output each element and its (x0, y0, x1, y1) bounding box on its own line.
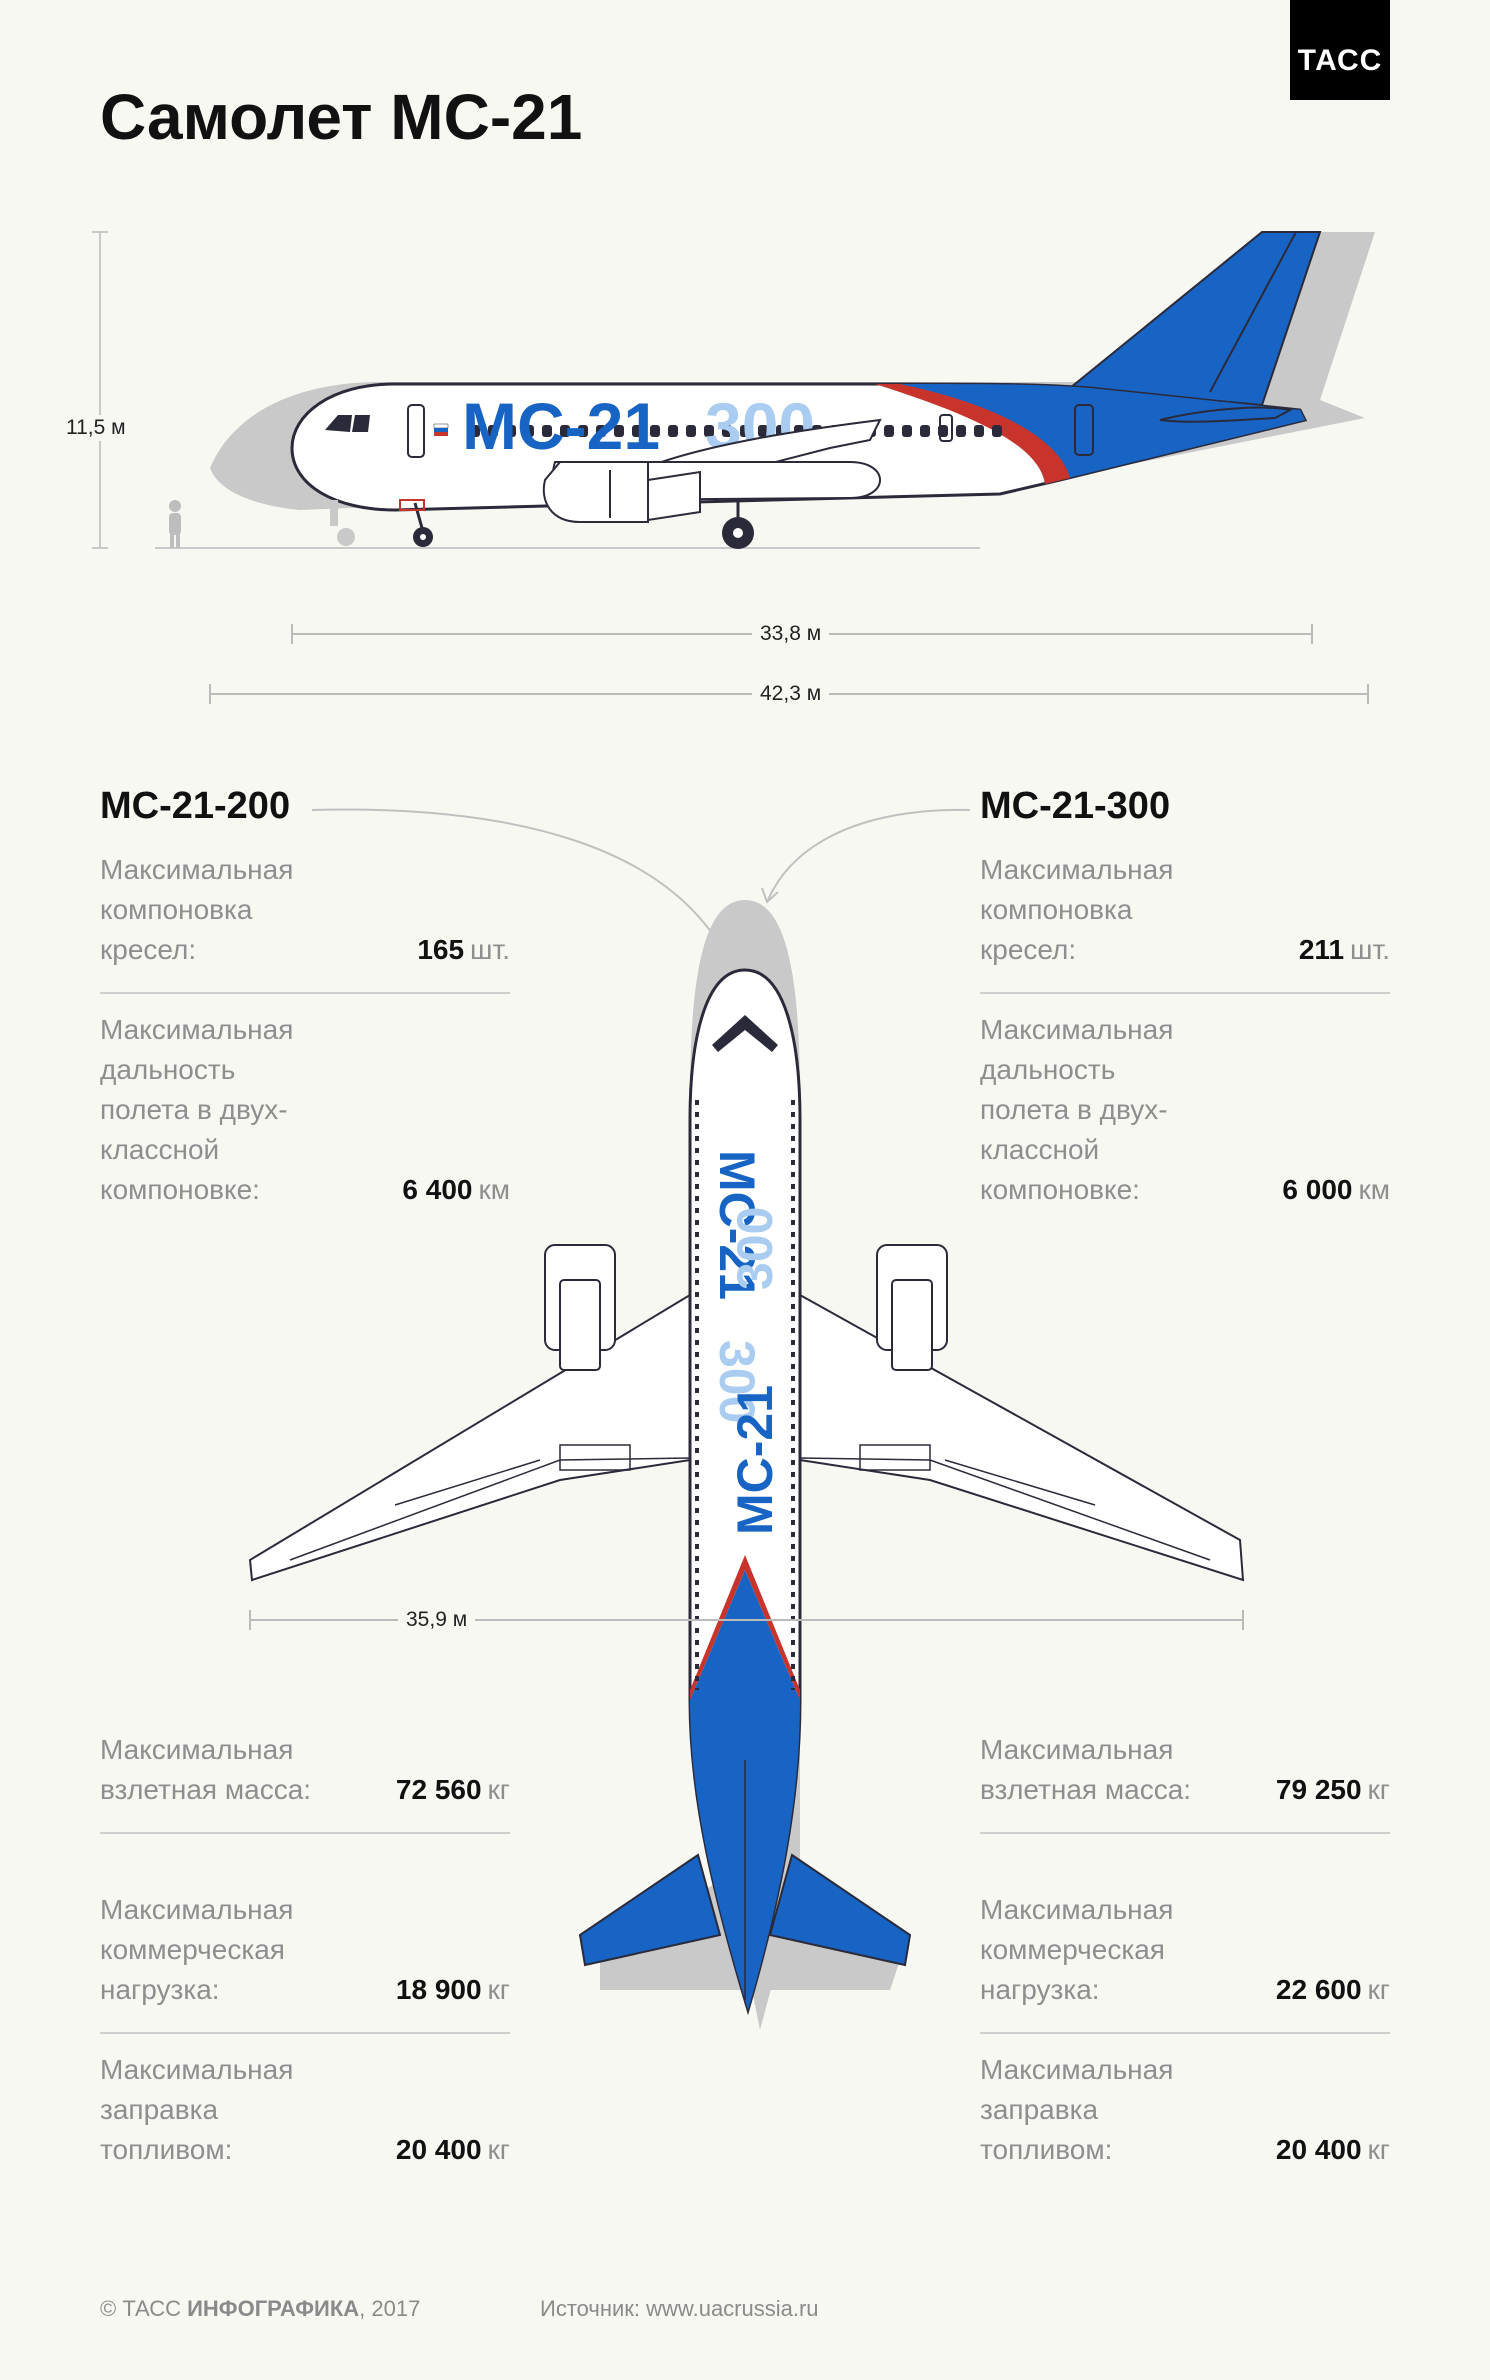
spec-value: 6 000 км (1282, 1174, 1390, 1205)
spec-200-fuel: Максимальная заправка топливом: 20 400 кг (100, 2050, 510, 2192)
spec-300-fuel: Максимальная заправка топливом: 20 400 кг (980, 2050, 1390, 2192)
spec-label: Максимальная дальность полета в двух-кла… (980, 1014, 1174, 1205)
spec-200-mtow: Максимальная взлетная масса: 72 560 кг (100, 1730, 510, 1834)
height-label: 11,5 м (58, 415, 134, 441)
spec-value: 6 400 км (402, 1174, 510, 1205)
spec-label: Максимальная дальность полета в двух-кла… (100, 1014, 294, 1205)
spec-200-seats: Максимальная компоновка кресел: 165 шт. (100, 850, 510, 994)
left-wing (248, 1293, 691, 1582)
pointer-arrow-300 (767, 808, 971, 901)
person-icon (169, 500, 181, 548)
fuselage-red-stripe (875, 384, 1070, 484)
spec-value: 20 400 кг (395, 2134, 510, 2165)
top-livery-text-light-2: 300 (727, 1207, 783, 1290)
spec-label: Максимальная взлетная масса: (100, 1734, 312, 1805)
footer-source: Источник: www.uacrussia.ru (540, 2296, 819, 2321)
spec-value: 18 900 кг (395, 1974, 510, 2005)
footer-copyright: © ТАСС ИНФОГРАФИКА, 2017 (100, 2296, 421, 2321)
right-stabilizer (768, 1853, 912, 1967)
spec-value: 165 шт. (417, 934, 510, 965)
spec-value: 211 шт. (1298, 934, 1390, 965)
spec-300-payload: Максимальная коммерческая нагрузка: 22 6… (980, 1890, 1390, 2034)
spec-value: 22 600 кг (1275, 1974, 1390, 2005)
spec-label: Максимальная заправка топливом: (980, 2054, 1174, 2165)
model-title-300: МС-21-300 (980, 785, 1171, 827)
model-title-200: МС-21-200 (100, 785, 291, 827)
livery-text-dark: МС-21 (462, 389, 660, 463)
side-view: МС-21 300 (92, 231, 1375, 704)
spec-200-range: Максимальная дальность полета в двух-кла… (100, 1010, 510, 1232)
spec-label: Максимальная коммерческая нагрузка: (980, 1894, 1174, 2005)
spec-value: 20 400 кг (1275, 2134, 1390, 2165)
spec-300-mtow: Максимальная взлетная масса: 79 250 кг (980, 1730, 1390, 1834)
top-livery-text-light: 300 (709, 1340, 765, 1423)
spec-value: 79 250 кг (1275, 1774, 1390, 1805)
spec-300-seats: Максимальная компоновка кресел: 211 шт. (980, 850, 1390, 994)
total-length-label: 42,3 м (752, 681, 830, 707)
top-view: МС-21 300 МС-21 300 (248, 808, 1245, 2030)
right-wing (799, 1293, 1245, 1582)
left-engine (544, 1244, 616, 1371)
spec-label: Максимальная заправка топливом: (100, 2054, 294, 2165)
right-engine (876, 1244, 948, 1371)
tass-logo: ТАСС (1290, 0, 1390, 100)
spec-label: Максимальная коммерческая нагрузка: (100, 1894, 294, 2005)
spec-label: Максимальная компоновка кресел: (100, 854, 294, 965)
page-title: Самолет МС-21 (100, 81, 583, 153)
spec-300-range: Максимальная дальность полета в двух-кла… (980, 1010, 1390, 1232)
top-livery-text-dark-2: МС-21 (727, 1385, 783, 1535)
left-stabilizer (578, 1853, 722, 1967)
top-livery-text-dark: МС-21 (709, 1150, 765, 1300)
spec-label: Максимальная взлетная масса: (980, 1734, 1192, 1805)
wingspan-label: 35,9 м (398, 1607, 476, 1633)
spec-label: Максимальная компоновка кресел: (980, 854, 1174, 965)
pointer-arrow-200 (311, 808, 736, 976)
spec-200-payload: Максимальная коммерческая нагрузка: 18 9… (100, 1890, 510, 2034)
fuselage-length-label: 33,8 м (752, 621, 830, 647)
spec-value: 72 560 кг (395, 1774, 510, 1805)
